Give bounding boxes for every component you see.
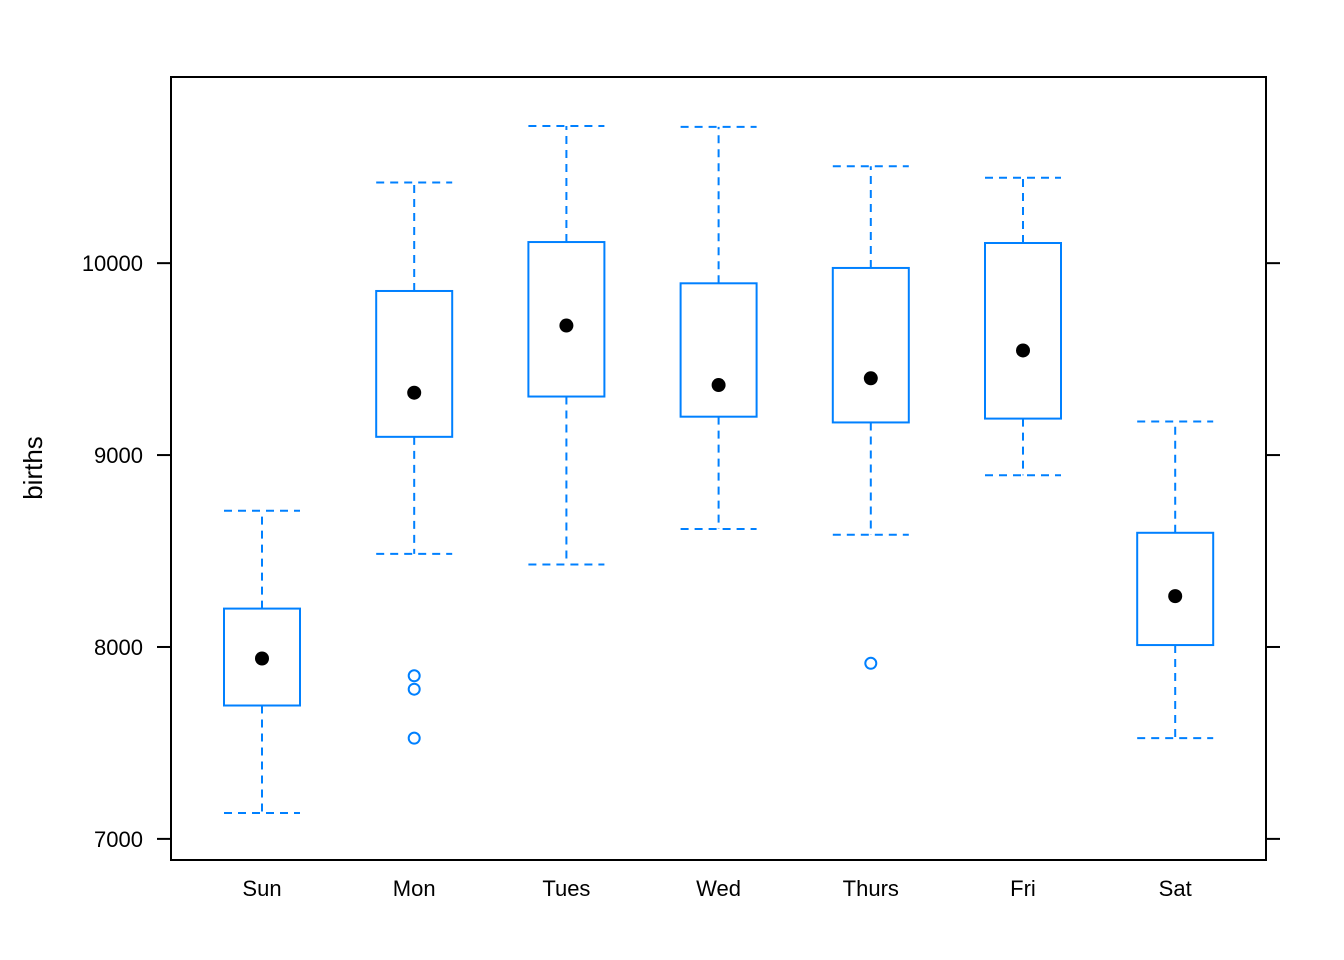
x-tick-label: Sun: [242, 876, 281, 901]
outlier-point: [407, 682, 421, 696]
median-dot: [1168, 589, 1183, 604]
x-axis: Sun Mon Tues Wed Thurs Fri Sat: [242, 876, 1191, 901]
x-tick-label: Sat: [1159, 876, 1192, 901]
median-dot: [863, 371, 878, 386]
box-mon: [375, 181, 454, 745]
x-tick-label: Mon: [393, 876, 436, 901]
box-wed: [679, 125, 758, 530]
box-iqr: [984, 242, 1062, 420]
median-dot: [559, 318, 574, 333]
outlier-point: [407, 731, 421, 745]
box-tues: [527, 124, 606, 566]
box-iqr: [223, 607, 301, 707]
y-axis-right: [1266, 262, 1280, 840]
x-tick-label: Tues: [542, 876, 590, 901]
plot-frame: [170, 76, 1267, 861]
box-iqr: [679, 282, 758, 418]
y-tick-label: 9000: [94, 443, 143, 468]
box-sun: [223, 509, 301, 814]
box-iqr: [1136, 531, 1215, 647]
y-axis-left: 7000 8000 9000 10000: [82, 251, 171, 852]
median-dot: [711, 378, 726, 393]
outlier-point: [864, 656, 878, 670]
y-tick-label: 10000: [82, 251, 143, 276]
box-thurs: [831, 165, 910, 670]
x-tick-label: Wed: [696, 876, 741, 901]
y-tick-label: 7000: [94, 827, 143, 852]
median-dot: [407, 385, 422, 400]
x-tick-label: Thurs: [843, 876, 899, 901]
box-fri: [984, 176, 1062, 477]
median-dot: [255, 651, 269, 666]
box-iqr: [831, 266, 910, 424]
x-tick-label: Fri: [1010, 876, 1036, 901]
box-iqr: [375, 289, 454, 438]
box-iqr: [527, 241, 606, 398]
y-tick-label: 8000: [94, 635, 143, 660]
outlier-point: [407, 669, 421, 683]
median-dot: [1016, 343, 1030, 358]
box-sat: [1136, 420, 1215, 740]
box-series: [223, 124, 1215, 814]
y-axis-title: births: [18, 436, 48, 500]
